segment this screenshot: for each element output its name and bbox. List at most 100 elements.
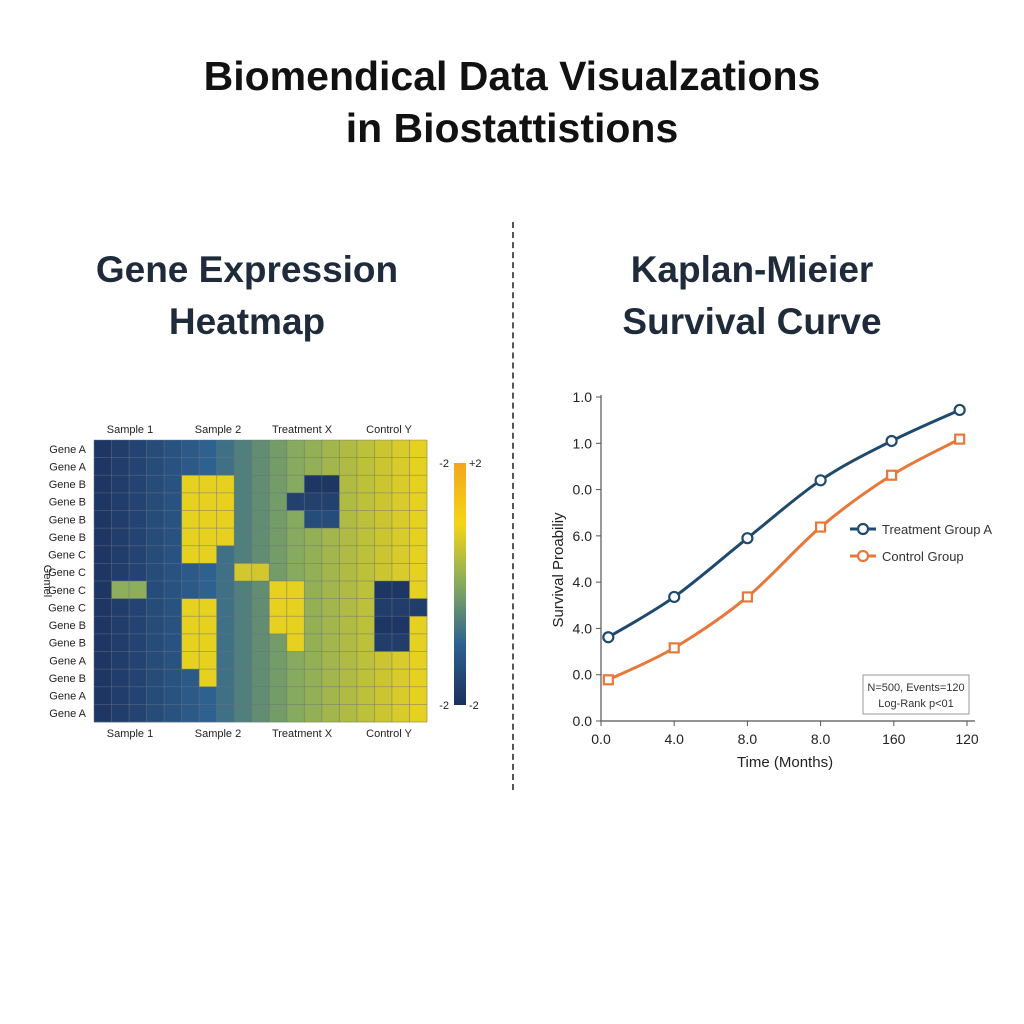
heatmap-cell	[304, 633, 323, 652]
heatmap-cell	[391, 686, 410, 705]
heatmap-cell	[216, 651, 235, 670]
heatmap-cell	[321, 704, 340, 723]
heatmap-cell	[216, 686, 235, 705]
heatmap-cell	[251, 616, 270, 635]
heatmap-cell	[111, 616, 130, 635]
heatmap-cell	[374, 669, 393, 688]
heatmap-cell	[374, 492, 393, 511]
heatmap-cell	[409, 545, 428, 564]
heatmap-title-line1: Gene Expression	[95, 249, 399, 290]
heatmap-cell	[181, 545, 200, 564]
heatmap-cell	[321, 440, 340, 458]
heatmap-cell	[339, 475, 358, 494]
heatmap-cell	[356, 457, 375, 476]
heatmap-cell	[94, 686, 112, 705]
heatmap-cell	[339, 510, 358, 529]
heatmap-cell	[269, 651, 288, 670]
data-point-circle	[741, 532, 754, 545]
heatmap-cell	[286, 633, 305, 652]
heatmap-title: Gene Expression Heatmap	[17, 244, 477, 348]
heatmap-cell	[216, 528, 235, 547]
heatmap-column-label-bottom: Sample 2	[195, 728, 241, 740]
heatmap-cell	[339, 457, 358, 476]
heatmap-cell	[304, 581, 323, 599]
heatmap-cell	[199, 545, 217, 564]
heatmap-cell	[199, 704, 217, 723]
heatmap-row-label: Gene C	[48, 585, 86, 597]
heatmap-cell	[321, 651, 340, 670]
heatmap-cell	[409, 528, 428, 547]
heatmap-cell	[339, 704, 358, 723]
heatmap-cell	[391, 633, 410, 652]
heatmap-cell	[356, 686, 375, 705]
heatmap-cell	[304, 651, 323, 670]
heatmap-cell	[321, 581, 340, 599]
heatmap-cell	[234, 528, 253, 547]
heatmap-cell	[94, 598, 112, 617]
heatmap-cell	[339, 598, 358, 617]
km-title-line2: Survival Curve	[622, 301, 882, 342]
heatmap-cell	[146, 598, 165, 617]
heatmap-cell	[181, 457, 200, 476]
heatmap-cell	[374, 475, 393, 494]
heatmap-row-label: Gene C	[48, 567, 86, 579]
heatmap-cell	[181, 651, 200, 670]
heatmap-cell	[181, 598, 200, 617]
heatmap-cell	[269, 545, 288, 564]
heatmap-cell	[199, 669, 217, 688]
heatmap-cell	[94, 616, 112, 635]
colorbar-top-left-label: -2	[439, 458, 449, 470]
heatmap-cell	[181, 475, 200, 494]
heatmap-cell	[146, 528, 165, 547]
heatmap-cell	[409, 492, 428, 511]
heatmap-cell	[94, 563, 112, 582]
heatmap-cell	[199, 510, 217, 529]
heatmap-cell	[111, 686, 130, 705]
heatmap-cell	[146, 563, 165, 582]
heatmap-cell	[356, 545, 375, 564]
heatmap-cell	[391, 669, 410, 688]
heatmap-cell	[111, 581, 130, 599]
heatmap-cell	[391, 545, 410, 564]
colorbar-bottom-left-label: -2	[439, 700, 449, 712]
heatmap-cell	[339, 616, 358, 635]
data-point-circle	[602, 631, 615, 644]
heatmap-cell	[146, 510, 165, 529]
data-point-square	[741, 591, 754, 603]
heatmap-cell	[164, 581, 182, 599]
x-tick-label: 160	[882, 731, 906, 747]
heatmap-cell	[391, 651, 410, 670]
heatmap-cell	[321, 616, 340, 635]
heatmap-cell	[111, 563, 130, 582]
heatmap-column-label-bottom: Control Y	[366, 728, 412, 740]
heatmap-cell	[321, 492, 340, 511]
heatmap-cell	[94, 651, 112, 670]
heatmap-cell	[304, 510, 323, 529]
heatmap-cell	[269, 686, 288, 705]
heatmap-cell	[304, 545, 323, 564]
heatmap-cell	[181, 492, 200, 511]
heatmap-cell	[374, 457, 393, 476]
heatmap-cell	[164, 492, 182, 511]
heatmap-cell	[269, 492, 288, 511]
heatmap-cell	[409, 616, 428, 635]
heatmap-cell	[199, 633, 217, 652]
heatmap-cell	[216, 704, 235, 723]
heatmap-column-label-bottom: Sample 1	[107, 728, 153, 740]
heatmap-cell	[199, 528, 217, 547]
heatmap-cell	[199, 440, 217, 458]
heatmap-cell	[251, 686, 270, 705]
heatmap-cell	[129, 563, 147, 582]
heatmap-cell	[94, 669, 112, 688]
heatmap-cell	[286, 704, 305, 723]
heatmap-cell	[251, 440, 270, 458]
heatmap-row-label: Gene B	[49, 479, 86, 491]
heatmap-cell	[251, 510, 270, 529]
heatmap-cell	[181, 563, 200, 582]
annotation-line1: N=500, Events=120	[867, 682, 964, 694]
heatmap-cell	[234, 492, 253, 511]
heatmap-cell	[374, 510, 393, 529]
data-point-circle	[814, 474, 827, 487]
heatmap-cell	[199, 598, 217, 617]
